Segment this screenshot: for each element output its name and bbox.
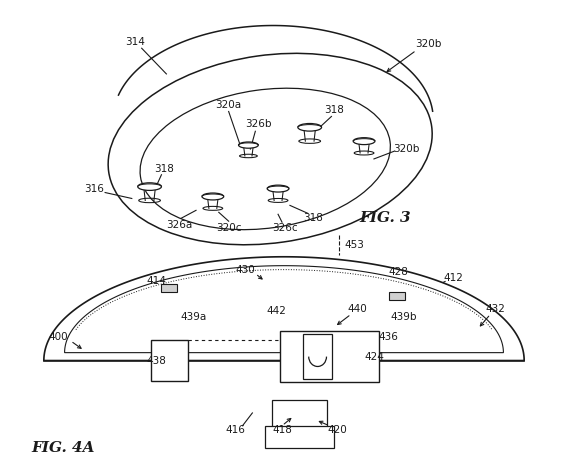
Text: 318: 318 [324, 105, 344, 115]
Text: 320a: 320a [216, 99, 242, 109]
Polygon shape [44, 257, 524, 360]
Text: 320b: 320b [415, 40, 441, 50]
Text: FIG. 3: FIG. 3 [359, 211, 411, 225]
Bar [303, 334, 332, 379]
Text: FIG. 4A: FIG. 4A [31, 440, 94, 455]
Text: 326c: 326c [272, 223, 298, 233]
Bar [151, 340, 188, 381]
Text: 432: 432 [486, 304, 506, 314]
Text: 326b: 326b [245, 119, 272, 129]
Ellipse shape [202, 193, 224, 200]
Text: 400: 400 [49, 332, 69, 342]
Ellipse shape [267, 185, 289, 192]
Text: 439a: 439a [181, 312, 207, 322]
Text: 320c: 320c [216, 223, 241, 233]
Text: 442: 442 [266, 306, 286, 316]
Text: 424: 424 [364, 352, 384, 362]
Ellipse shape [298, 123, 321, 131]
Bar [389, 292, 404, 300]
Bar [265, 426, 335, 447]
Text: 440: 440 [347, 304, 367, 314]
Text: 420: 420 [328, 425, 347, 435]
Text: 326a: 326a [166, 220, 193, 230]
Polygon shape [65, 266, 503, 353]
Text: 428: 428 [389, 267, 408, 277]
Text: 414: 414 [147, 277, 166, 287]
Text: 453: 453 [344, 240, 364, 250]
Text: 416: 416 [225, 425, 245, 435]
Ellipse shape [353, 138, 375, 145]
Text: 318: 318 [303, 213, 323, 223]
Text: 316: 316 [84, 184, 104, 194]
Bar [161, 285, 177, 292]
Text: 318: 318 [154, 164, 174, 174]
Text: 418: 418 [272, 425, 292, 435]
Ellipse shape [137, 183, 161, 190]
Text: 430: 430 [236, 265, 256, 275]
Text: 412: 412 [443, 273, 463, 283]
Ellipse shape [140, 88, 390, 229]
Text: 439b: 439b [390, 312, 417, 322]
Text: 314: 314 [125, 37, 145, 47]
Text: 436: 436 [379, 332, 399, 342]
Bar [272, 400, 328, 428]
Text: 320b: 320b [394, 144, 420, 154]
Ellipse shape [239, 142, 258, 148]
Bar [280, 331, 379, 382]
Text: 438: 438 [147, 356, 166, 366]
